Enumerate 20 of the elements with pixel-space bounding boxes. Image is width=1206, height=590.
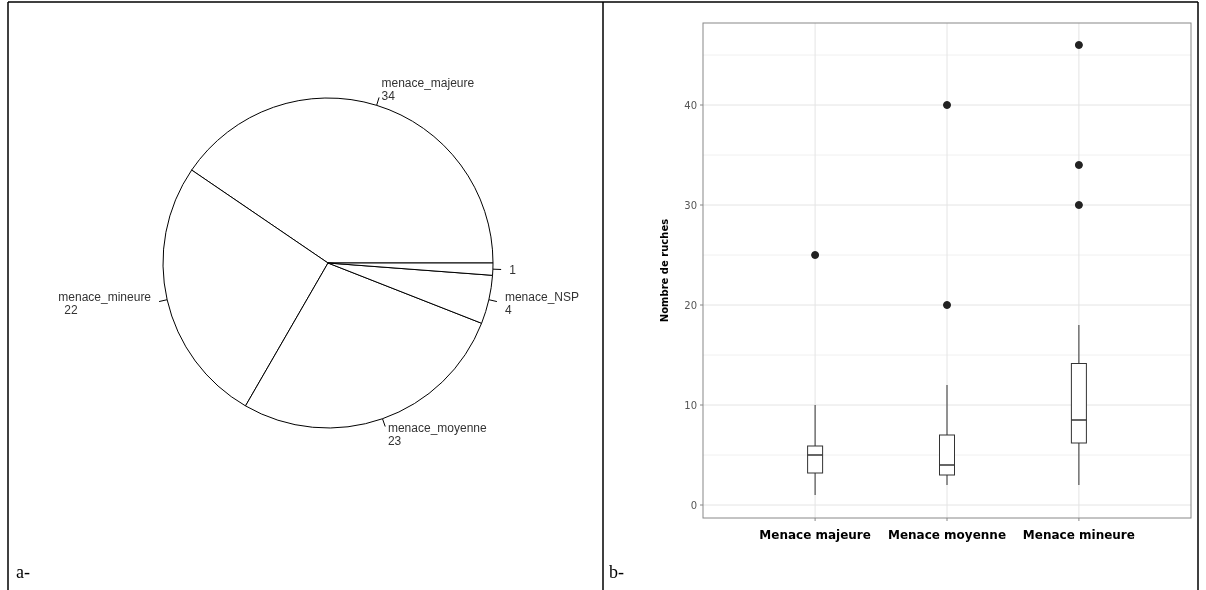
data-label: 1 bbox=[509, 262, 517, 277]
slice-label: menace_majeure bbox=[381, 76, 475, 91]
y-tick-label: 20 bbox=[684, 299, 697, 311]
slice-label: menace_moyenne bbox=[387, 420, 487, 435]
x-tick-label: Menace mineure bbox=[1022, 528, 1135, 542]
data-label: 23 bbox=[387, 433, 402, 448]
slice-label: menace_NSP bbox=[504, 289, 579, 304]
y-tick-label: 30 bbox=[684, 199, 697, 211]
data-label: 22 bbox=[64, 302, 78, 317]
y-tick-label: 10 bbox=[684, 399, 697, 411]
text: b- bbox=[609, 562, 624, 582]
data-label: 4 bbox=[504, 302, 512, 317]
y-tick-label: 40 bbox=[684, 99, 697, 111]
data-label: 34 bbox=[381, 89, 396, 104]
y-axis-title: Nombre de ruches bbox=[659, 218, 670, 323]
x-tick-label: Menace majeure bbox=[759, 528, 871, 542]
y-tick-label: 0 bbox=[690, 499, 697, 511]
slice-label: menace_mineure bbox=[58, 289, 152, 304]
x-tick-label: Menace moyenne bbox=[887, 528, 1007, 542]
text: a- bbox=[16, 562, 30, 582]
